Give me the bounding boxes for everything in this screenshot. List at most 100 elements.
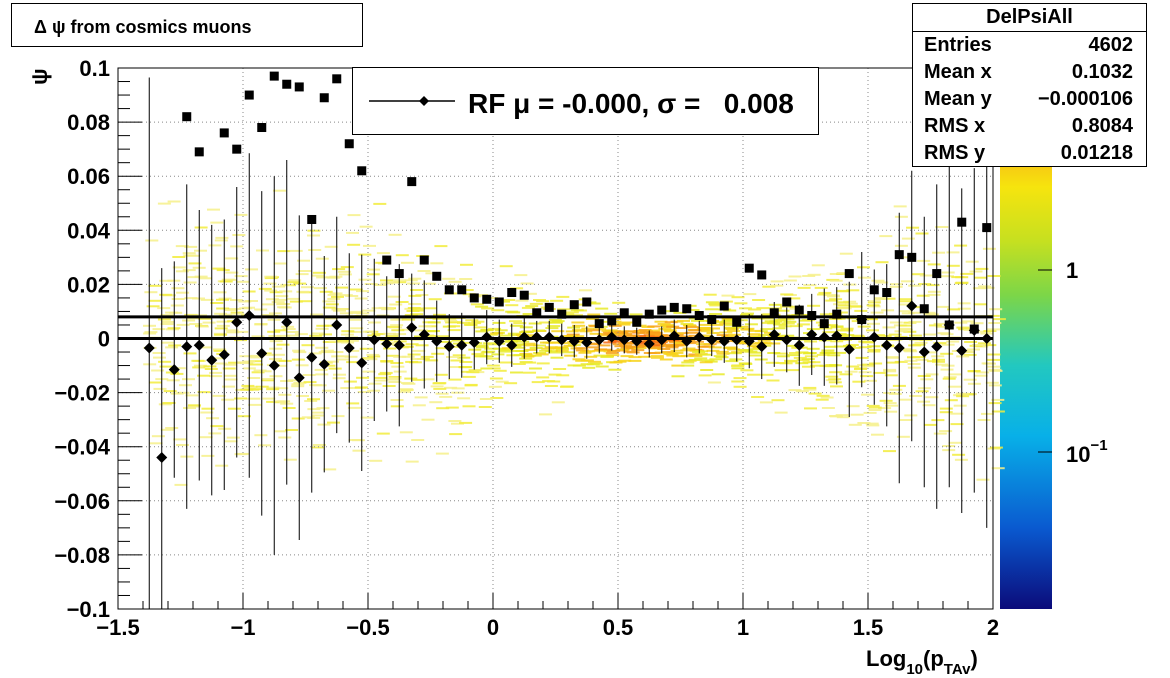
heatmap-cell [571,321,585,324]
heatmap-cell [899,310,913,313]
heatmap-cell [468,348,482,351]
heatmap-cell [673,327,687,329]
heatmap-cell [473,326,487,329]
heatmap-cell [216,324,230,327]
heatmap-cell [865,422,879,425]
heatmap-cell [412,349,426,352]
heatmap-cell [331,355,345,358]
heatmap-cell [557,308,571,311]
heatmap-cell [879,399,893,402]
diamond-point [593,334,605,346]
heatmap-cell [787,354,801,357]
heatmap-cell [157,307,171,310]
heatmap-cell [547,380,561,383]
heatmap-cell [725,328,739,330]
heatmap-cell [954,244,968,247]
heatmap-cell [821,349,835,352]
heatmap-cell [774,369,788,372]
heatmap-cell [915,390,929,393]
heatmap-cell [793,356,807,359]
heatmap-cell [212,348,226,351]
heatmap-cell [250,354,264,357]
stats-key: Entries [924,34,992,56]
square-point [319,93,329,103]
heatmap-cell [201,454,215,457]
heatmap-cell [975,267,989,270]
heatmap-cell [874,298,888,300]
heatmap-cell [219,280,233,283]
heatmap-cell [903,330,917,333]
heatmap-cell [739,307,752,310]
heatmap-cell [989,369,1003,372]
heatmap-cell [296,395,309,397]
heatmap-cell [549,321,563,324]
heatmap-cell [698,374,712,377]
heatmap-cell [858,276,871,279]
heatmap-cell [487,367,501,370]
heatmap-cell [362,370,376,373]
diamond-point [631,335,643,347]
heatmap-cell [309,334,323,337]
heatmap-cell [471,320,485,323]
heatmap-cell [442,277,456,280]
heatmap-cell [172,367,186,370]
heatmap-cell [658,327,672,330]
heatmap-cell [663,329,677,332]
heatmap-cell [545,327,559,330]
heatmap-cell [760,317,774,320]
heatmap-cell [991,410,1005,413]
heatmap-cell [432,317,446,320]
heatmap-cell [228,361,242,364]
heatmap-cell [438,340,452,343]
heatmap-cell [292,349,306,352]
heatmap-cell [498,350,512,353]
heatmap-cell [787,344,801,347]
heatmap-cell [878,407,892,410]
heatmap-cell [588,360,601,363]
heatmap-cell [215,464,229,467]
heatmap-cell [242,306,255,309]
heatmap-cell [333,309,346,312]
diamond-point [743,335,755,347]
heatmap-cell [162,402,176,404]
square-point [244,90,254,100]
heatmap-cell [932,251,946,254]
heatmap-cell [946,264,960,267]
heatmap-cell [272,285,285,288]
heatmap-cell [621,321,635,324]
heatmap-cell [899,298,913,301]
heatmap-cell [783,320,797,323]
heatmap-cell [386,354,400,357]
heatmap-cell [762,285,776,288]
heatmap-cell [950,423,964,426]
heatmap-cell [973,303,987,306]
heatmap-cell [839,373,853,376]
heatmap-cell [319,290,333,293]
heatmap-cell [988,322,1002,324]
heatmap-cell [258,287,272,290]
square-point [857,315,867,325]
heatmap-cell [787,297,801,300]
heatmap-cell [532,329,546,332]
heatmap-cell [795,390,809,393]
heatmap-cell [475,330,489,333]
heatmap-cell [588,343,602,346]
square-point [457,285,467,295]
heatmap-cell [366,353,380,356]
stats-value: −0.000106 [1037,88,1133,110]
heatmap-cell [744,323,758,326]
stats-value: 0.1032 [1071,61,1133,83]
heatmap-cell [144,331,158,334]
heatmap-cell [249,363,263,366]
heatmap-cell [935,325,949,328]
heatmap-cell [402,318,416,321]
heatmap-cell [298,270,312,272]
square-point [907,252,917,262]
heatmap-cell [167,200,181,203]
heatmap-cell [575,347,588,350]
heatmap-cell [927,293,941,296]
heatmap-cell [824,345,838,348]
heatmap-cell [266,386,280,389]
heatmap-cell [358,278,372,281]
heatmap-cell [670,349,684,352]
